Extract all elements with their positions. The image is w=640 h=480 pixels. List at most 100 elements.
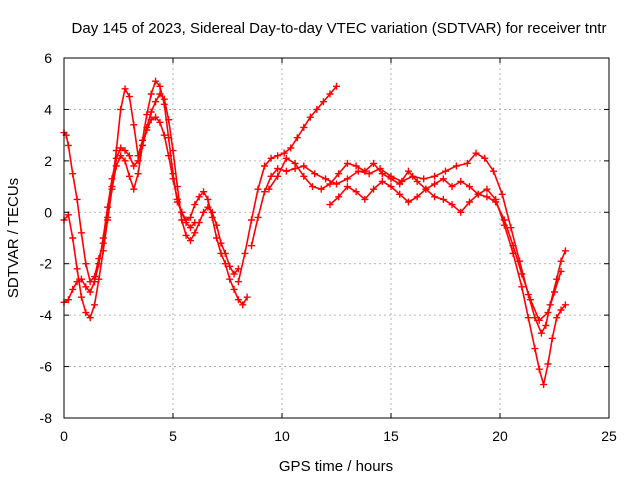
y-tick-label: 0	[44, 204, 52, 220]
data-point	[200, 188, 208, 196]
data-point	[551, 288, 558, 296]
data-point	[95, 260, 103, 268]
data-point	[125, 93, 133, 101]
data-point	[191, 219, 199, 227]
data-point	[489, 167, 497, 175]
data-point	[165, 152, 173, 160]
data-point	[413, 177, 421, 185]
data-point	[544, 360, 552, 368]
data-point	[540, 381, 548, 389]
data-point	[261, 188, 269, 196]
data-point	[121, 157, 129, 165]
data-point	[370, 185, 378, 193]
y-tick-label: 4	[44, 101, 52, 117]
data-point	[396, 190, 404, 198]
x-axis-label: GPS time / hours	[279, 458, 393, 475]
data-point	[319, 98, 327, 106]
data-point	[186, 237, 194, 245]
y-tick-label: -6	[40, 359, 53, 375]
data-point	[274, 165, 282, 173]
y-axis-label: SDTVAR / TECUs	[5, 178, 22, 298]
y-tick-label: -8	[40, 410, 53, 426]
data-point	[82, 260, 90, 268]
data-point	[156, 90, 164, 98]
data-point	[448, 201, 456, 209]
data-point	[156, 82, 164, 90]
data-point	[291, 159, 299, 167]
data-point	[77, 293, 85, 301]
data-point	[365, 170, 373, 178]
data-series	[60, 77, 569, 389]
data-point	[108, 175, 116, 183]
data-point	[561, 301, 569, 309]
data-point	[234, 296, 242, 304]
data-point	[117, 144, 125, 152]
series-track-3	[60, 113, 199, 306]
data-point	[95, 275, 103, 283]
data-point	[73, 278, 81, 286]
data-point	[191, 229, 199, 237]
data-point	[221, 260, 229, 268]
data-point	[147, 90, 155, 98]
data-point	[178, 216, 186, 224]
data-point	[387, 175, 395, 183]
axis-ticks: 0 5 10 15 20 25 -8 -6 -4 -2 0 2 4 6	[40, 50, 617, 444]
data-point	[527, 296, 535, 304]
data-point	[361, 195, 369, 203]
gridlines	[64, 58, 609, 418]
x-tick-label: 0	[60, 428, 68, 444]
data-point	[64, 141, 72, 149]
data-point	[326, 90, 334, 98]
data-point	[77, 275, 85, 283]
chart-title: Day 145 of 2023, Sidereal Day-to-day VTE…	[72, 20, 607, 37]
data-point	[492, 198, 500, 206]
data-point	[378, 170, 386, 178]
data-point	[138, 141, 146, 149]
data-point	[361, 167, 369, 175]
series-track-7	[326, 177, 565, 324]
data-point	[117, 105, 125, 113]
data-point	[226, 262, 234, 270]
data-point	[86, 288, 94, 296]
data-point	[195, 193, 203, 201]
data-point	[182, 219, 190, 227]
data-point	[439, 195, 447, 203]
data-point	[204, 203, 212, 211]
data-point	[134, 157, 142, 165]
data-point	[300, 123, 308, 131]
data-point	[378, 177, 386, 185]
x-tick-label: 5	[169, 428, 177, 444]
data-point	[431, 172, 439, 180]
plot-frame	[63, 57, 610, 419]
data-point	[463, 159, 471, 167]
data-point	[247, 242, 255, 250]
data-point	[130, 121, 138, 129]
data-point	[542, 321, 550, 329]
data-point	[404, 198, 412, 206]
series-line	[63, 116, 196, 304]
data-point	[561, 247, 569, 255]
data-point	[293, 134, 301, 142]
data-point	[465, 183, 473, 191]
data-point	[221, 249, 229, 257]
data-point	[483, 185, 491, 193]
data-point	[370, 159, 378, 167]
data-point	[234, 278, 242, 286]
data-point	[422, 185, 430, 193]
data-point	[230, 270, 238, 278]
data-point	[147, 116, 155, 124]
data-point	[160, 95, 168, 103]
data-point	[239, 301, 247, 309]
data-point	[343, 175, 351, 183]
data-point	[69, 170, 77, 178]
data-point	[472, 149, 480, 157]
data-point	[191, 201, 199, 209]
data-point	[420, 175, 428, 183]
data-point	[213, 221, 221, 229]
data-point	[448, 183, 456, 191]
data-point	[553, 314, 561, 322]
data-point	[287, 144, 295, 152]
data-point	[343, 183, 351, 191]
series-line	[237, 85, 338, 283]
